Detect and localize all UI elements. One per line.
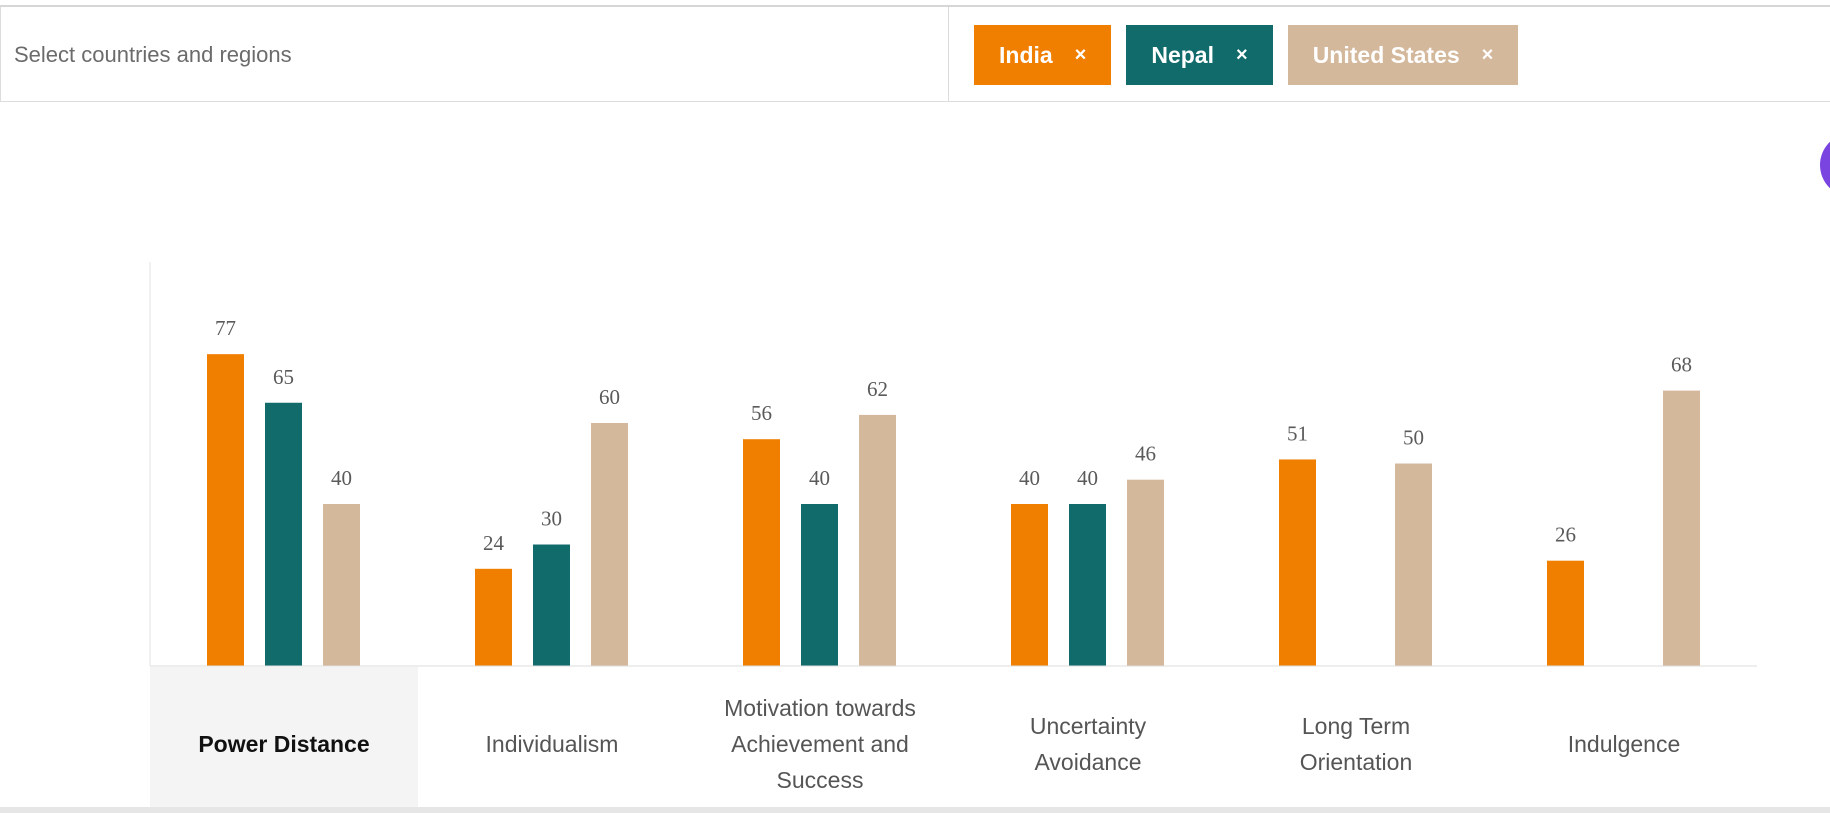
category-label-4: Long Term Orientation [1299,713,1413,775]
category-tab-2[interactable]: Motivation towards Achievement and Succe… [686,667,954,813]
bar-nepal-0 [265,402,302,666]
chip-united-states-label: United States [1312,41,1460,68]
bar-value-united-states-2: 62 [867,377,888,401]
country-search-input[interactable]: Select countries and regions [1,7,949,102]
bar-nepal-2 [801,504,838,666]
bar-india-1 [475,568,512,666]
bar-nepal-1 [533,544,570,666]
bar-value-india-2: 56 [751,401,772,425]
category-label-0: Power Distance [198,731,370,757]
side-circle-button[interactable] [1820,133,1830,197]
bar-value-india-3: 40 [1019,466,1040,490]
category-label-2: Motivation towards Achievement and Succe… [724,695,916,793]
remove-india-icon[interactable]: × [1074,43,1087,66]
bar-value-nepal-1: 30 [541,507,562,531]
bar-nepal-3 [1069,504,1106,666]
bar-united-states-1 [591,423,628,666]
bar-value-united-states-4: 50 [1403,426,1424,450]
bar-india-2 [743,439,780,666]
bar-united-states-2 [859,414,896,666]
bar-value-nepal-0: 65 [273,365,294,389]
bar-value-united-states-3: 46 [1135,442,1156,466]
bottom-scrollbar[interactable] [0,807,1830,813]
category-label-5: Indulgence [1567,731,1681,757]
bar-value-india-0: 77 [215,316,236,340]
selected-countries: India × Nepal × United States × [974,25,1519,85]
bar-united-states-3 [1127,479,1164,666]
bar-india-4 [1279,459,1316,666]
bar-united-states-5 [1663,390,1700,666]
bar-value-nepal-2: 40 [809,466,830,490]
bar-value-india-5: 26 [1555,523,1576,547]
bar-india-0 [207,354,244,666]
bar-united-states-4 [1395,463,1432,666]
bar-value-india-1: 24 [483,531,505,555]
bar-india-3 [1011,504,1048,666]
category-label-3: Uncertainty Avoidance [1029,713,1147,775]
bar-united-states-0 [323,504,360,666]
category-tab-4[interactable]: Long Term Orientation [1222,667,1490,813]
bar-value-united-states-1: 60 [599,385,620,409]
bar-value-india-4: 51 [1287,421,1308,445]
country-search-placeholder: Select countries and regions [14,41,292,67]
country-selector-bar: Select countries and regions India × Nep… [0,5,1830,102]
chip-nepal[interactable]: Nepal × [1126,25,1273,85]
bar-value-united-states-5: 68 [1671,353,1692,377]
chip-india-label: India [999,41,1053,68]
remove-nepal-icon[interactable]: × [1236,43,1248,66]
bar-value-nepal-3: 40 [1077,466,1098,490]
bar-india-5 [1547,560,1584,666]
remove-united-states-icon[interactable]: × [1481,43,1494,66]
bar-value-united-states-0: 40 [331,466,352,490]
category-tab-5[interactable]: Indulgence [1490,667,1758,813]
category-tab-1[interactable]: Individualism [418,667,686,813]
category-label-1: Individualism [485,731,619,757]
chip-india[interactable]: India × [974,25,1112,85]
chip-united-states[interactable]: United States × [1287,25,1519,85]
category-tab-0[interactable]: Power Distance [150,667,418,813]
category-tab-3[interactable]: Uncertainty Avoidance [954,667,1222,813]
chip-nepal-label: Nepal [1151,41,1214,68]
